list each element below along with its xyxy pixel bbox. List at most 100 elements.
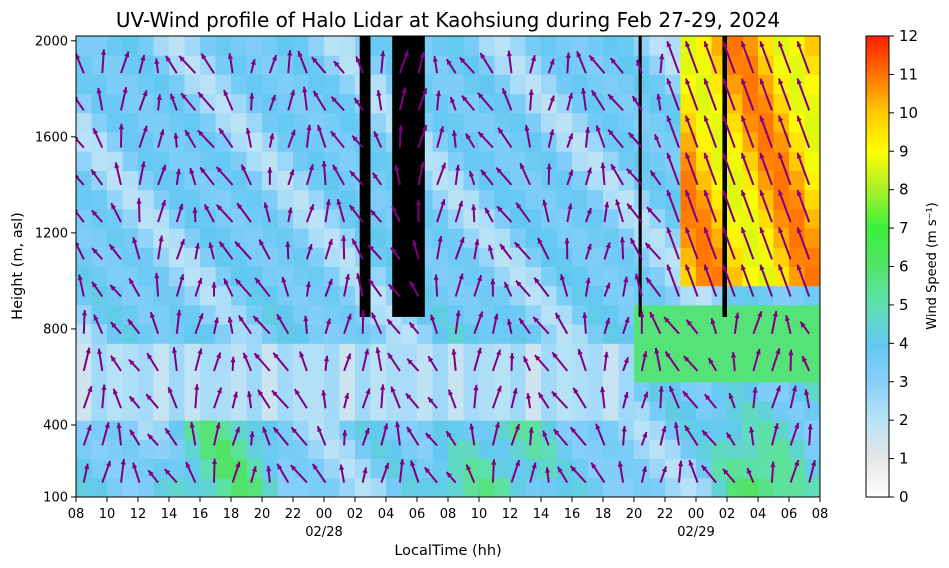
wind-arrow [495,166,513,186]
wind-arrow [703,115,718,148]
heatmap-cell [587,189,604,210]
heatmap-cell [463,381,480,402]
heatmap-cell [696,93,712,114]
heatmap-cell [587,324,604,344]
heatmap-cell [91,362,108,383]
heatmap-cell [572,189,588,210]
heatmap-cell [463,36,480,56]
heatmap-cell [432,401,449,421]
heatmap-cell [727,266,743,287]
heatmap-cell [804,247,820,267]
heatmap-cell [231,247,247,267]
wind-arrow [173,132,179,148]
heatmap-cell [184,208,201,229]
heatmap-cell [200,112,216,133]
heatmap-cell [587,36,604,56]
wind-arrow [603,242,611,260]
heatmap-cell [556,439,573,460]
heatmap-cell [184,247,201,267]
heatmap-cell [665,132,681,152]
wind-arrow [305,124,312,148]
heatmap-cell [804,74,820,95]
heatmap-cell [541,343,557,363]
heatmap-cell [479,477,495,497]
wind-arrow [534,354,550,372]
wind-arrow [100,49,107,74]
wind-arrow [147,469,159,484]
heatmap-cell [789,439,805,460]
heatmap-cell [107,112,123,133]
heatmap-cell [804,151,820,171]
heatmap-cell [680,132,697,152]
y-tick-label: 400 [43,418,68,433]
heatmap-cell [727,112,743,133]
heatmap-cell [401,362,418,383]
wind-arrow [542,430,550,446]
wind-arrow [673,422,680,446]
wind-arrow [398,458,405,483]
heatmap-cell [494,132,511,152]
heatmap-cell [138,151,154,171]
heatmap-cell [262,439,278,460]
wind-arrow [213,387,223,409]
wind-arrow [666,264,680,297]
heatmap-cell [665,93,681,114]
heatmap-cell [386,458,402,479]
wind-arrow [194,348,203,372]
heatmap-cell [324,458,340,479]
heatmap-cell [727,151,743,171]
heatmap-cell [448,36,464,56]
heatmap-cell [556,362,573,383]
heatmap-cell [215,208,232,229]
wind-arrow [146,352,159,372]
heatmap-cell [277,189,294,210]
heatmap-cell [618,36,635,56]
heatmap-cell [463,112,480,133]
wind-arrow [91,281,104,298]
x-tick-label: 20 [626,507,643,522]
heatmap-cell [525,55,542,75]
heatmap-cell [401,477,418,497]
heatmap-cell [231,189,247,210]
heatmap-cell [510,189,526,210]
heatmap-cell [463,74,480,95]
heatmap-cell [789,285,805,306]
heatmap-cell [727,74,743,95]
heatmap-cell [246,170,263,191]
wind-arrow [565,52,571,74]
wind-arrow [218,240,234,260]
heatmap-cell [773,381,790,402]
heatmap-cell [76,55,92,75]
heatmap-cell [262,74,278,95]
heatmap-cell [742,170,759,191]
heatmap-cell [649,112,666,133]
heatmap-cell [339,420,356,440]
wind-arrow [569,426,587,447]
heatmap-cell [138,285,154,306]
colorbar-tick-label: 11 [899,65,918,83]
wind-arrow [644,242,662,260]
heatmap-cell [153,401,170,421]
heatmap-cell [696,132,712,152]
heatmap-cell [587,343,604,363]
heatmap-cell [324,112,340,133]
heatmap-cell [355,343,371,363]
heatmap-cell [107,74,123,95]
wind-arrow [254,277,271,298]
wind-arrow [703,227,718,260]
heatmap-cell [277,151,294,171]
heatmap-cell [153,420,170,440]
wind-arrow [430,314,439,335]
x-tick-label: 22 [285,507,302,522]
heatmap-cell [432,93,449,114]
wind-arrow [185,461,197,484]
heatmap-cell [494,74,511,95]
wind-arrow [584,127,591,148]
heatmap-cell [463,170,480,191]
heatmap-cell [184,362,201,383]
heatmap-cell [742,247,759,267]
wind-arrow [491,349,502,372]
heatmap-cell [494,247,511,267]
heatmap-cell [184,343,201,363]
heatmap-cell [448,401,464,421]
